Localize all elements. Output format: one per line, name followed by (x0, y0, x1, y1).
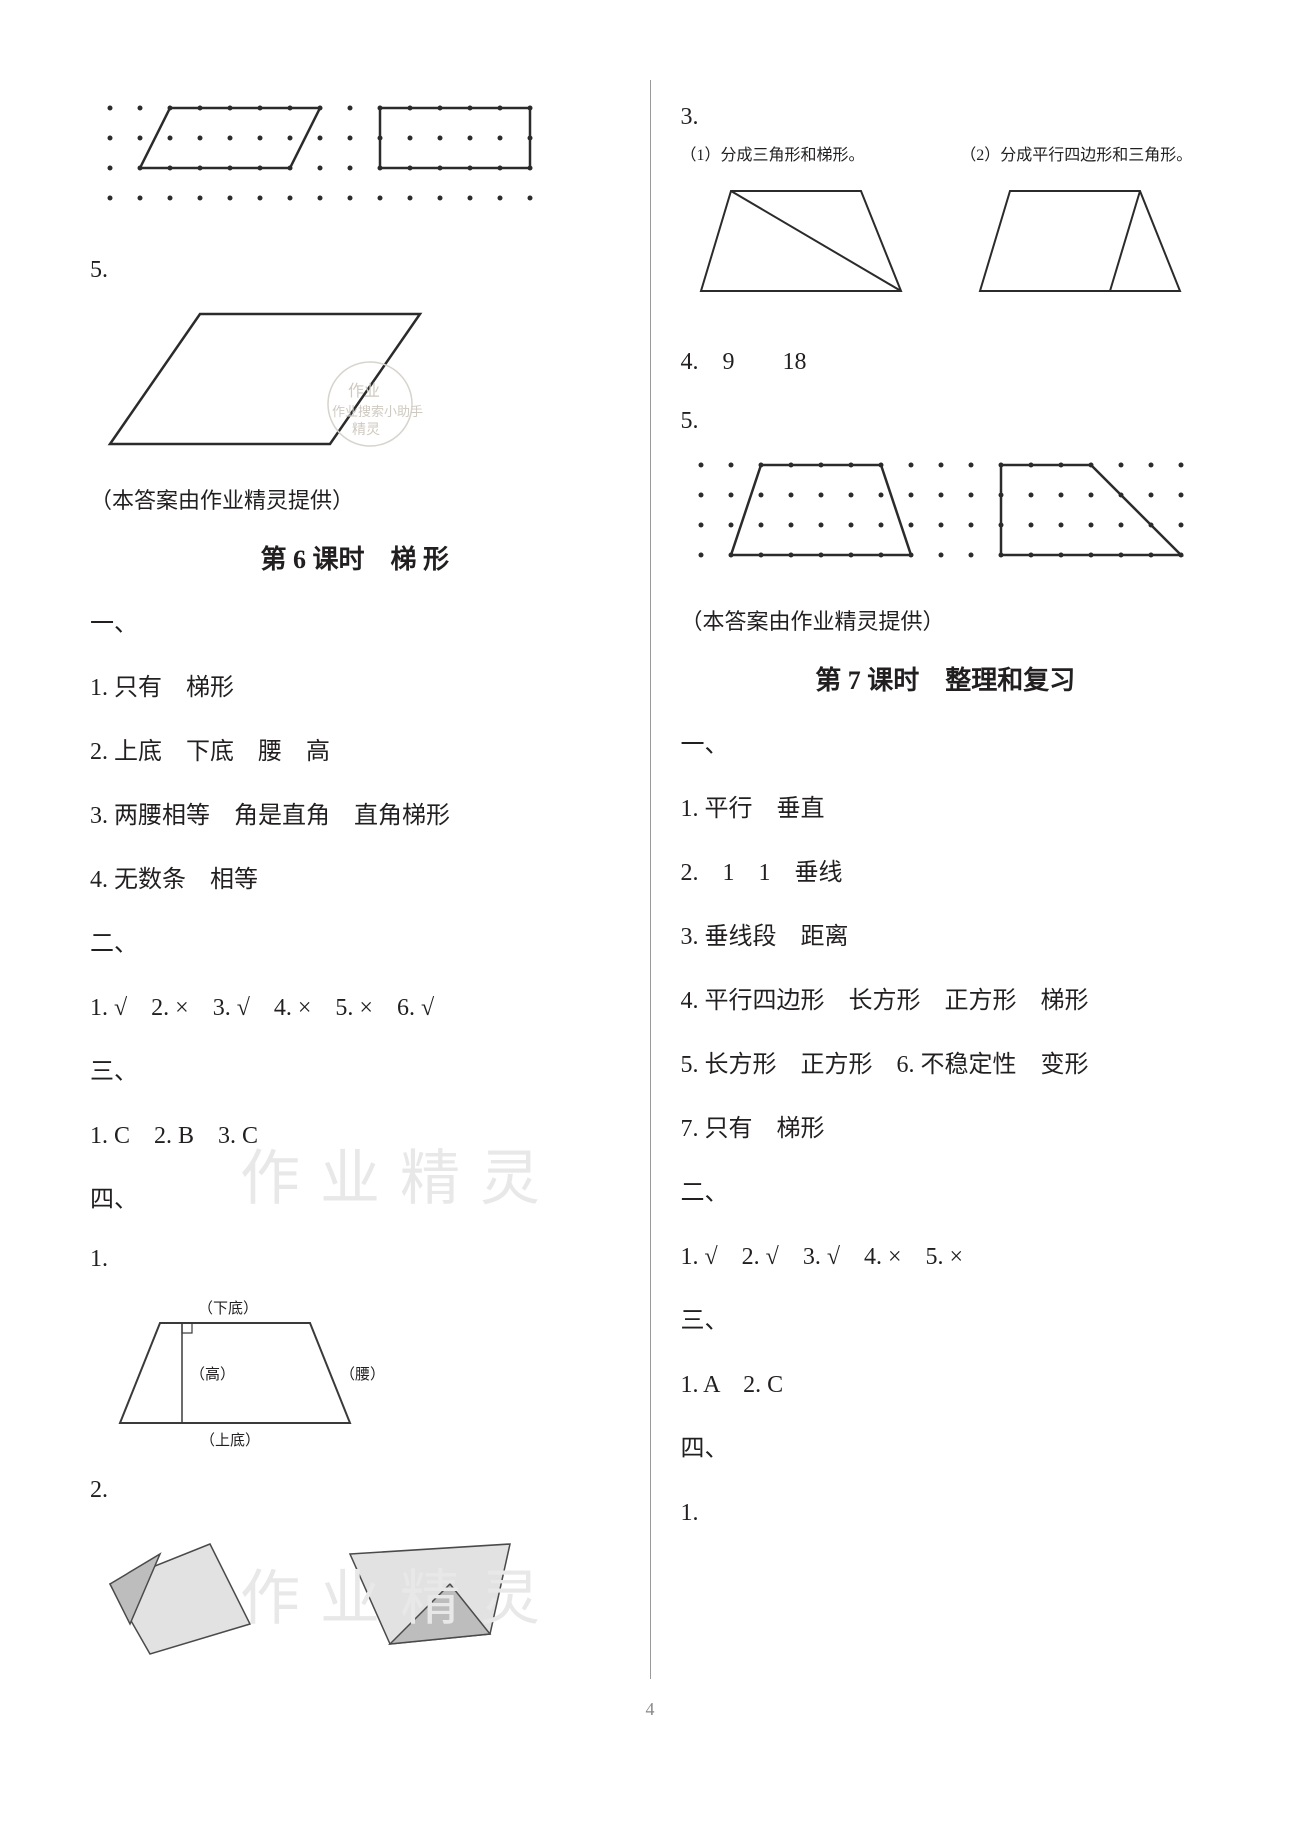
caption-3a: （1）分成三角形和梯形。 (681, 141, 931, 165)
answer-4-2-label: 2. (90, 1477, 620, 1504)
lesson6-title: 第 6 课时 梯 形 (90, 539, 620, 576)
q5-label-right: 5. (681, 408, 1211, 435)
answer-1-3: 3. 两腰相等 角是直角 直角梯形 (90, 798, 620, 834)
figure-folded-shapes (90, 1514, 620, 1669)
lesson7-title: 第 7 课时 整理和复习 (681, 660, 1211, 697)
answer-provided-note-left: （本答案由作业精灵提供） (90, 483, 620, 515)
answer-r1-3: 3. 垂线段 距离 (681, 919, 1211, 955)
sec3-label-r: 三、 (681, 1303, 1211, 1339)
figure-split-trapezoids: （1）分成三角形和梯形。 （2）分成平行四边形和三角形。 (681, 141, 1211, 316)
left-column: 5. 作业 作业搜索小助手 精灵 （本答案由作业精灵提供） 第 6 课时 梯 形… (60, 80, 651, 1679)
answer-1-1: 1. 只有 梯形 (90, 670, 620, 706)
sec1-label: 一、 (90, 606, 620, 642)
right-column: 3. （1）分成三角形和梯形。 （2）分成平行四边形和三角形。 (651, 80, 1241, 1679)
trapezoid-split-b (960, 171, 1200, 311)
answer-1-2: 2. 上底 下底 腰 高 (90, 734, 620, 770)
two-column-layout: 5. 作业 作业搜索小助手 精灵 （本答案由作业精灵提供） 第 6 课时 梯 形… (60, 80, 1240, 1679)
trapezoid-split-a (681, 171, 921, 311)
answer-3-1: 1. C 2. B 3. C (90, 1118, 620, 1154)
figure-dot-grid-right (681, 445, 1211, 590)
answer-4-1-label: 1. (90, 1246, 620, 1273)
answer-4: 4. 9 18 (681, 344, 1211, 380)
trap-bottom-label: （上底） (200, 1429, 260, 1450)
answer-r1-5-6: 5. 长方形 正方形 6. 不稳定性 变形 (681, 1047, 1211, 1083)
answer-r4-1: 1. (681, 1495, 1211, 1531)
answer-r3-1: 1. A 2. C (681, 1367, 1211, 1403)
page-number: 4 (60, 1699, 1240, 1720)
caption-3b: （2）分成平行四边形和三角形。 (960, 141, 1210, 165)
q3-label: 3. (681, 104, 1211, 131)
answer-r1-4: 4. 平行四边形 长方形 正方形 梯形 (681, 983, 1211, 1019)
sec3-label: 三、 (90, 1054, 620, 1090)
svg-text:作业: 作业 (348, 382, 380, 400)
answer-1-4: 4. 无数条 相等 (90, 862, 620, 898)
figure-parallelogram: 作业 作业搜索小助手 精灵 (90, 294, 620, 469)
answer-r1-7: 7. 只有 梯形 (681, 1111, 1211, 1147)
sec4-label-r: 四、 (681, 1431, 1211, 1467)
trap-leg-label: （腰） (340, 1363, 385, 1384)
answer-r2-1: 1. √ 2. √ 3. √ 4. × 5. × (681, 1239, 1211, 1275)
sec2-label: 二、 (90, 926, 620, 962)
answer-provided-note-right: （本答案由作业精灵提供） (681, 604, 1211, 636)
trap-top-label: （下底） (198, 1297, 258, 1318)
answer-r1-2: 2. 1 1 垂线 (681, 855, 1211, 891)
worksheet-page: 作业精灵 作业精灵 (0, 0, 1300, 1760)
figure-dot-grid-top (90, 88, 620, 233)
figure-labeled-trapezoid: （下底） （高） （腰） （上底） (90, 1283, 620, 1453)
q5-label: 5. (90, 257, 620, 284)
svg-text:精灵: 精灵 (352, 422, 380, 438)
sec1-label-r: 一、 (681, 727, 1211, 763)
trap-height-label: （高） (190, 1363, 235, 1384)
answer-2-1: 1. √ 2. × 3. √ 4. × 5. × 6. √ (90, 990, 620, 1026)
svg-text:作业搜索小助手: 作业搜索小助手 (332, 404, 423, 419)
sec2-label-r: 二、 (681, 1175, 1211, 1211)
answer-r1-1: 1. 平行 垂直 (681, 791, 1211, 827)
sec4-label: 四、 (90, 1182, 620, 1218)
